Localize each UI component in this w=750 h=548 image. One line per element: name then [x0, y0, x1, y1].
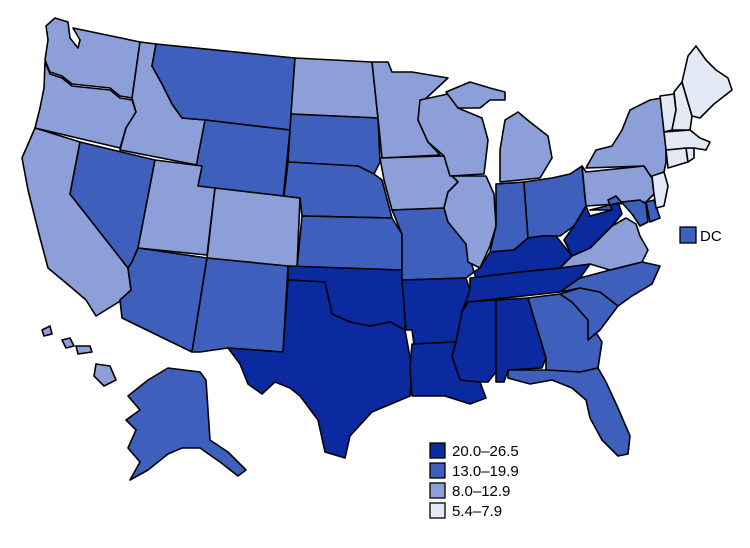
- state-ks: [296, 215, 403, 271]
- state-nd: [290, 57, 379, 119]
- state-fl: [507, 367, 631, 457]
- legend-label: 13.0–19.9: [452, 463, 519, 480]
- state-nc: [559, 261, 661, 307]
- state-il: [443, 175, 497, 269]
- state-hi: [41, 325, 117, 387]
- legend-swatch: [429, 482, 446, 499]
- legend-label: 20.0–26.5: [452, 443, 519, 460]
- state-ri: [685, 147, 695, 163]
- state-in: [489, 181, 529, 253]
- legend-swatch: [429, 442, 446, 459]
- legend-label: 8.0–12.9: [452, 483, 510, 500]
- state-md: [589, 195, 649, 227]
- state-wa: [44, 17, 141, 99]
- state-co: [206, 187, 301, 269]
- dc-label: DC: [700, 228, 722, 245]
- state-wv: [563, 195, 623, 257]
- state-mi: [445, 81, 553, 183]
- state-tx: [227, 279, 413, 459]
- state-ny: [585, 97, 667, 179]
- state-nj: [651, 171, 669, 209]
- legend-label: 5.4–7.9: [452, 503, 502, 520]
- state-nm: [191, 257, 289, 353]
- state-me: [681, 45, 733, 119]
- state-ct: [665, 147, 689, 169]
- legend-swatch: [429, 502, 446, 519]
- state-de: [645, 199, 661, 223]
- legend-swatch: [429, 462, 446, 479]
- dc-color-swatch: [679, 226, 697, 244]
- legend: 20.0–26.5 13.0–19.9 8.0–12.9 5.4–7.9: [429, 442, 519, 520]
- state-ma: [663, 129, 711, 151]
- state-ak: [125, 367, 247, 481]
